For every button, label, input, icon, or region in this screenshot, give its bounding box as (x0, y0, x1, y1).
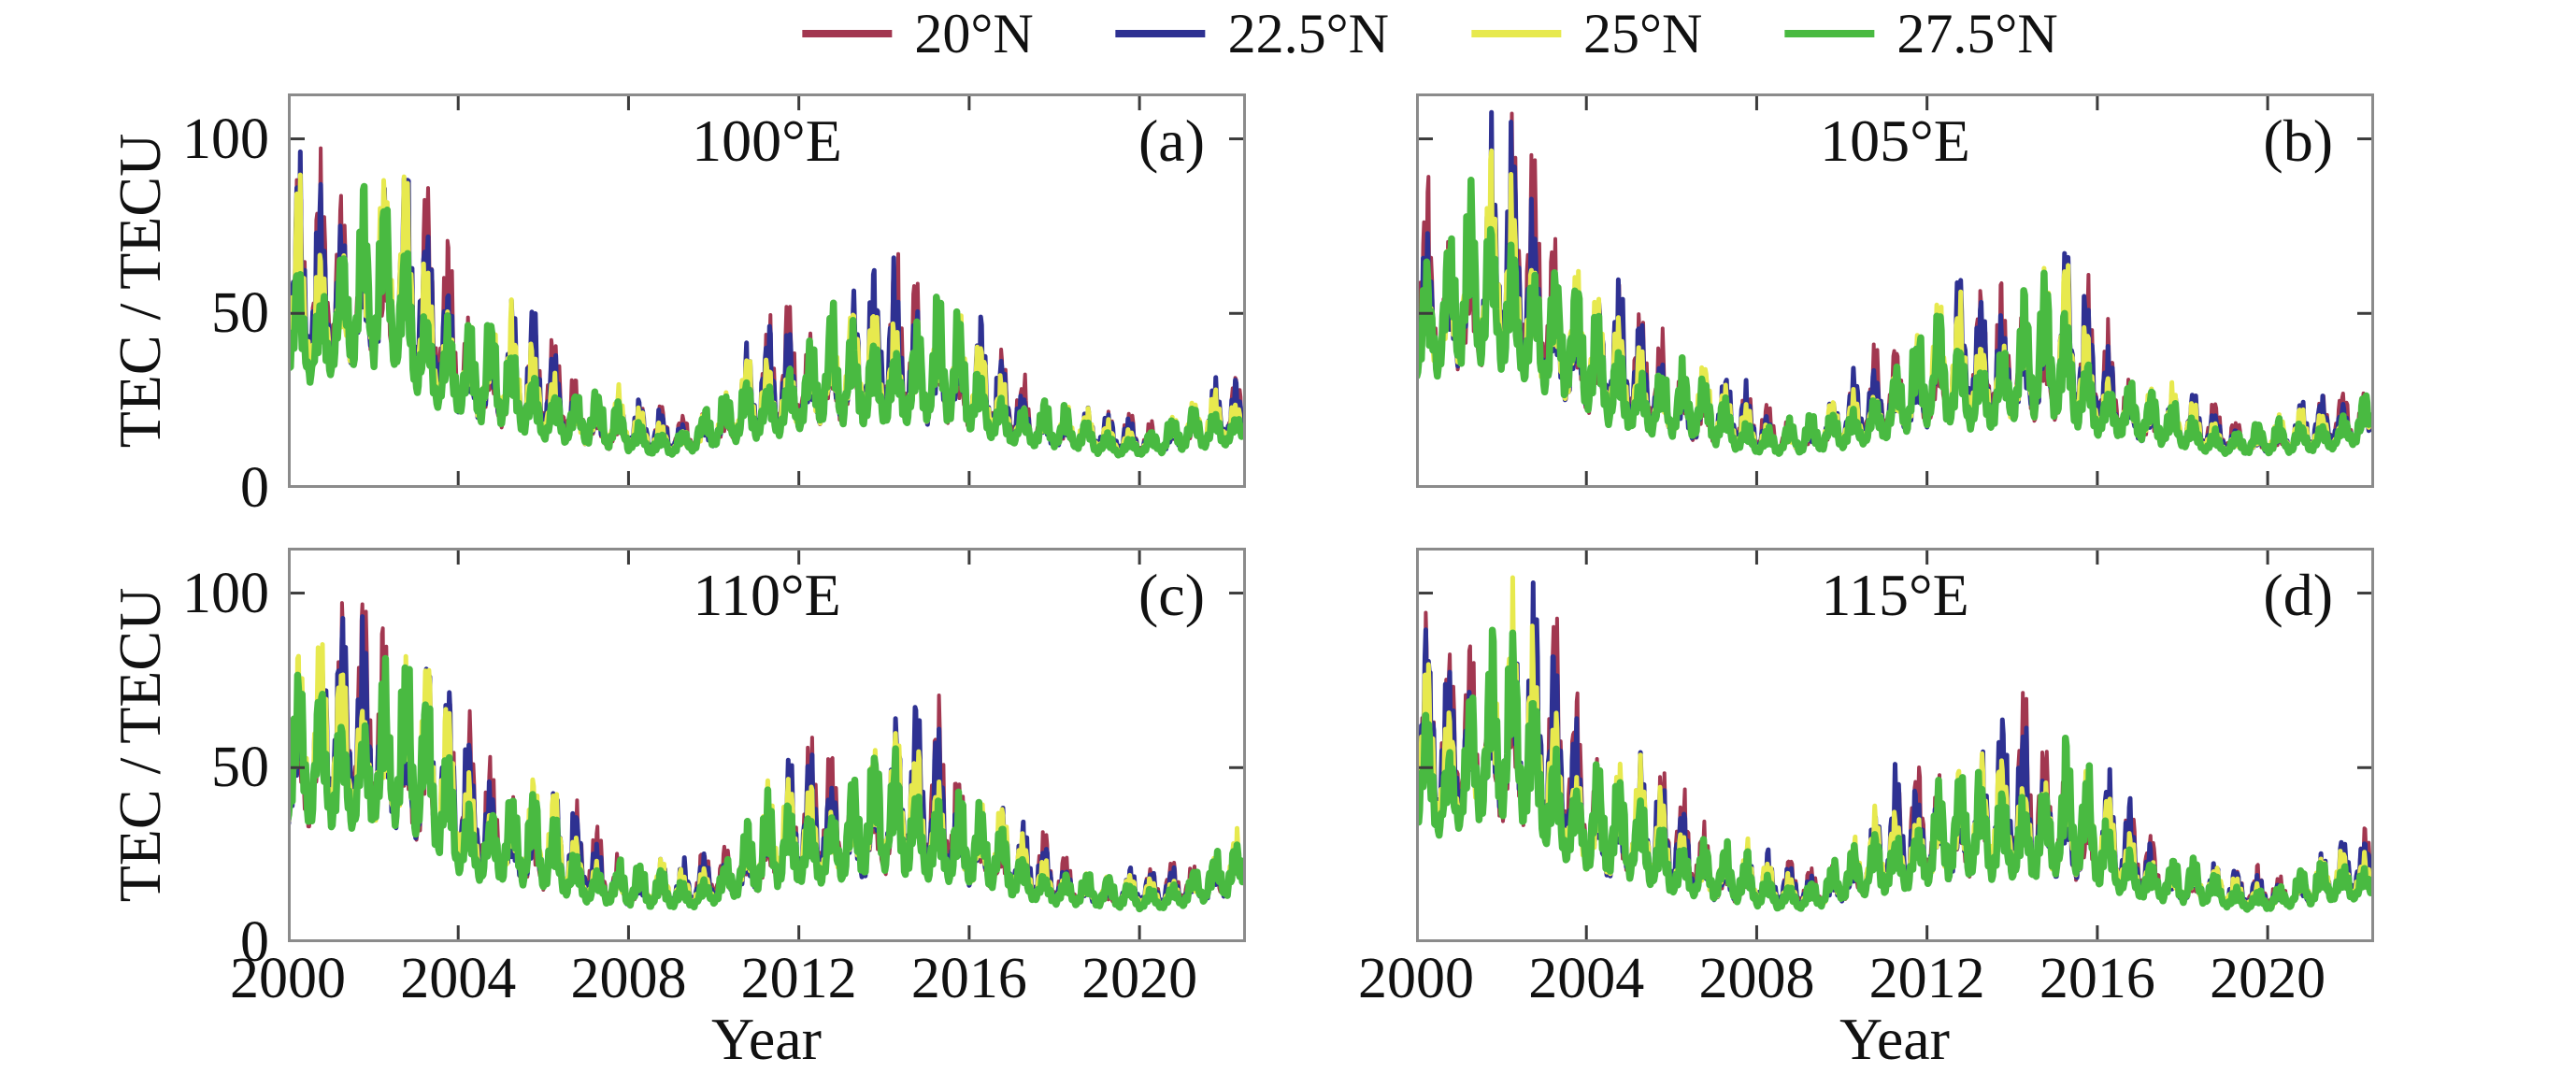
panel-c: 110°E (c) (288, 548, 1246, 942)
x-tick-label: 2012 (740, 947, 857, 1010)
x-tick-label: 2016 (2039, 947, 2155, 1010)
y-tick-label: 100 (182, 561, 269, 625)
plot-area-110°E (288, 548, 1246, 942)
plot-area-115°E (1416, 548, 2374, 942)
x-axis-label-right: Year (1839, 1006, 1950, 1072)
panel-letter-b: (b) (2263, 107, 2333, 174)
y-tick-label: 0 (240, 910, 269, 974)
panel-title-115e: 115°E (1821, 562, 1969, 628)
y-tick-label: 0 (240, 456, 269, 520)
plot-frame (288, 548, 1246, 942)
legend-label: 20°N (914, 3, 1034, 64)
legend-label: 22.5°N (1227, 3, 1389, 64)
plot-frame (1416, 548, 2374, 942)
legend-item-275n: 27.5°N (1784, 3, 2058, 64)
series-line-27.5n (1416, 626, 2374, 913)
panel-letter-c: (c) (1138, 562, 1205, 628)
panel-a: 100°E (a) (288, 93, 1246, 488)
x-tick-label: 2004 (400, 947, 517, 1010)
x-tick-label: 2016 (910, 947, 1027, 1010)
legend-line-icon (1784, 30, 1875, 37)
x-tick-label: 2000 (230, 947, 346, 1010)
legend-line-icon (802, 30, 893, 37)
x-tick-label: 2008 (570, 947, 687, 1010)
panel-title-100e: 100°E (692, 107, 842, 174)
legend-label: 27.5°N (1896, 3, 2058, 64)
legend-item-225n: 22.5°N (1115, 3, 1389, 64)
x-tick-label: 2012 (1868, 947, 1985, 1010)
x-tick-label: 2020 (2210, 947, 2326, 1010)
panel-title-110e: 110°E (693, 562, 841, 628)
legend-line-icon (1471, 30, 1561, 37)
x-tick-label: 2000 (1358, 947, 1474, 1010)
panel-letter-d: (d) (2263, 562, 2333, 628)
legend-item-25n: 25°N (1471, 6, 1702, 62)
y-tick-label: 50 (211, 281, 269, 346)
x-tick-label: 2004 (1528, 947, 1645, 1010)
panel-d: 115°E (d) (1416, 548, 2374, 942)
plot-area-105°E (1416, 93, 2374, 488)
panel-title-105e: 105°E (1820, 107, 1970, 174)
y-tick-label: 50 (211, 736, 269, 800)
plot-frame (288, 93, 1246, 488)
x-axis-label-left: Year (711, 1006, 822, 1072)
panel-letter-a: (a) (1138, 107, 1205, 174)
y-tick-label: 100 (182, 107, 269, 171)
series-line-27.5n (288, 182, 1246, 459)
x-tick-label: 2008 (1698, 947, 1815, 1010)
legend-item-20n: 20°N (802, 3, 1034, 64)
plot-frame (1416, 93, 2374, 488)
plot-area-100°E (288, 93, 1246, 488)
x-tick-label: 2020 (1081, 947, 1198, 1010)
legend-line-icon (1115, 30, 1206, 37)
series-line-27.5n (288, 654, 1246, 913)
legend: 20°N 22.5°N 25°N 27.5°N (802, 3, 2058, 64)
series-line-27.5n (1416, 177, 2374, 457)
panel-b: 105°E (b) (1416, 93, 2374, 488)
legend-label: 25°N (1583, 3, 1703, 64)
